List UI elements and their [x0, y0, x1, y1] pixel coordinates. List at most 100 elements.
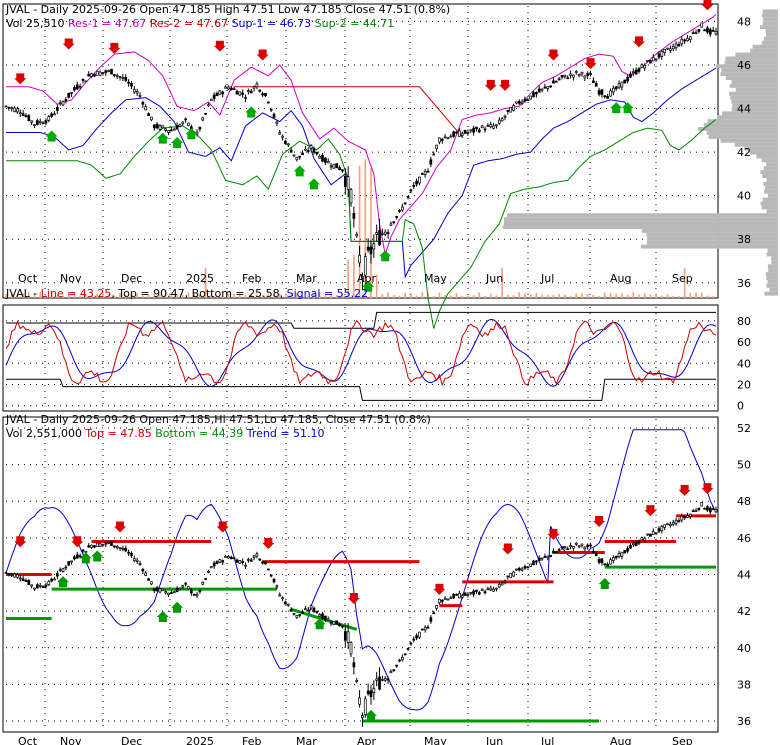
candle-body — [238, 91, 242, 96]
candle-body — [75, 554, 79, 559]
volume-bar — [461, 295, 464, 298]
candle-body — [552, 80, 555, 84]
candle-body — [674, 519, 678, 524]
candle-body — [315, 610, 319, 614]
volume-bar — [318, 292, 321, 298]
candle-body — [261, 561, 264, 564]
down-arrow-icon — [62, 38, 75, 50]
volume-bar — [102, 292, 104, 298]
candle-body — [400, 206, 404, 211]
candle-body — [429, 159, 433, 165]
candle-body — [341, 169, 344, 172]
candle-body — [660, 525, 664, 532]
candle-body — [426, 626, 430, 629]
candle-body — [512, 571, 515, 577]
profile-bar — [646, 240, 778, 245]
candle-body — [686, 38, 689, 41]
candle-body — [218, 90, 222, 95]
volume-bar — [421, 292, 424, 298]
candle-body — [477, 129, 481, 133]
candle-body — [229, 87, 233, 91]
candle-body — [520, 101, 524, 104]
candle-body — [440, 138, 444, 141]
candle-body — [178, 124, 182, 127]
candle-body — [700, 502, 704, 507]
candle-body — [70, 91, 73, 94]
candle-body — [113, 545, 116, 548]
candle-body — [238, 560, 242, 564]
volume-bar — [683, 268, 686, 298]
bottom-line — [6, 378, 716, 401]
y-tick-label: 36 — [737, 277, 751, 290]
volume-bar — [415, 295, 418, 298]
candle-body — [295, 156, 299, 161]
candle-body — [124, 547, 128, 552]
candle-body — [141, 568, 145, 572]
candle-body — [30, 584, 34, 587]
candle-body — [363, 256, 367, 276]
volume-bar — [67, 293, 70, 298]
candle-body — [392, 669, 396, 671]
volume-bar — [609, 293, 612, 298]
oscillator-header: JVAL - Line = 43.25, Top = 90.47, Bottom… — [5, 287, 368, 300]
y-tick-label: 40 — [737, 190, 751, 203]
candle-body — [93, 545, 96, 548]
candle-body — [637, 540, 641, 544]
candle-body — [44, 120, 48, 124]
volume-bar — [221, 295, 224, 298]
profile-bar — [764, 291, 778, 296]
candle-body — [272, 578, 276, 583]
candle-body — [16, 108, 19, 113]
candle-body — [366, 690, 370, 694]
candle-body — [443, 136, 447, 139]
volume-bar — [626, 294, 629, 298]
trend-header-line2: Vol 2,551,000 Top = 47.85 Bottom = 44.39… — [6, 427, 325, 440]
candle-body — [418, 176, 421, 184]
candle-body — [540, 557, 544, 560]
candle-body — [298, 155, 302, 158]
profile-bar — [641, 228, 778, 233]
candle-body — [369, 246, 373, 255]
candle-body — [289, 609, 293, 612]
volume-bar — [410, 293, 412, 298]
candle-body — [460, 133, 464, 137]
candle-body — [30, 120, 34, 123]
candle-body — [346, 176, 350, 190]
up-arrow-icon — [156, 132, 169, 144]
candle-body — [392, 221, 396, 224]
candle-body — [281, 597, 284, 600]
candle-body — [247, 559, 250, 561]
trend-header-line1: JVAL - Daily 2025-09-26 Open 47.185,Hi 4… — [5, 413, 431, 426]
candle-body — [589, 544, 592, 547]
down-arrow-icon — [484, 79, 497, 91]
candle-body — [110, 541, 113, 546]
profile-bar — [767, 193, 778, 198]
volume-bar — [467, 295, 469, 298]
signal-line — [5, 318, 717, 388]
candle-body — [207, 571, 210, 573]
candle-body — [75, 84, 79, 90]
candle-body — [335, 163, 339, 169]
down-arrow-icon — [644, 505, 657, 517]
candle-body — [304, 608, 307, 611]
profile-bar — [763, 166, 778, 171]
candle-body — [369, 690, 373, 698]
x-tick-label: Jul — [540, 735, 554, 745]
up-arrow-icon — [185, 128, 198, 140]
down-arrow-icon — [498, 79, 511, 91]
candle-body — [577, 74, 581, 77]
candle-body — [378, 229, 381, 246]
candle-body — [175, 588, 179, 593]
candle-body — [420, 628, 424, 631]
candle-body — [378, 676, 381, 690]
volume-bar — [250, 295, 253, 298]
candle-body — [101, 543, 105, 546]
candle-body — [18, 577, 22, 580]
candle-body — [321, 613, 324, 620]
candle-body — [284, 601, 287, 605]
down-arrow-icon — [547, 528, 560, 540]
candle-body — [44, 584, 48, 588]
volume-bar — [136, 293, 138, 298]
candle-body — [172, 128, 176, 131]
candle-body — [258, 558, 262, 561]
